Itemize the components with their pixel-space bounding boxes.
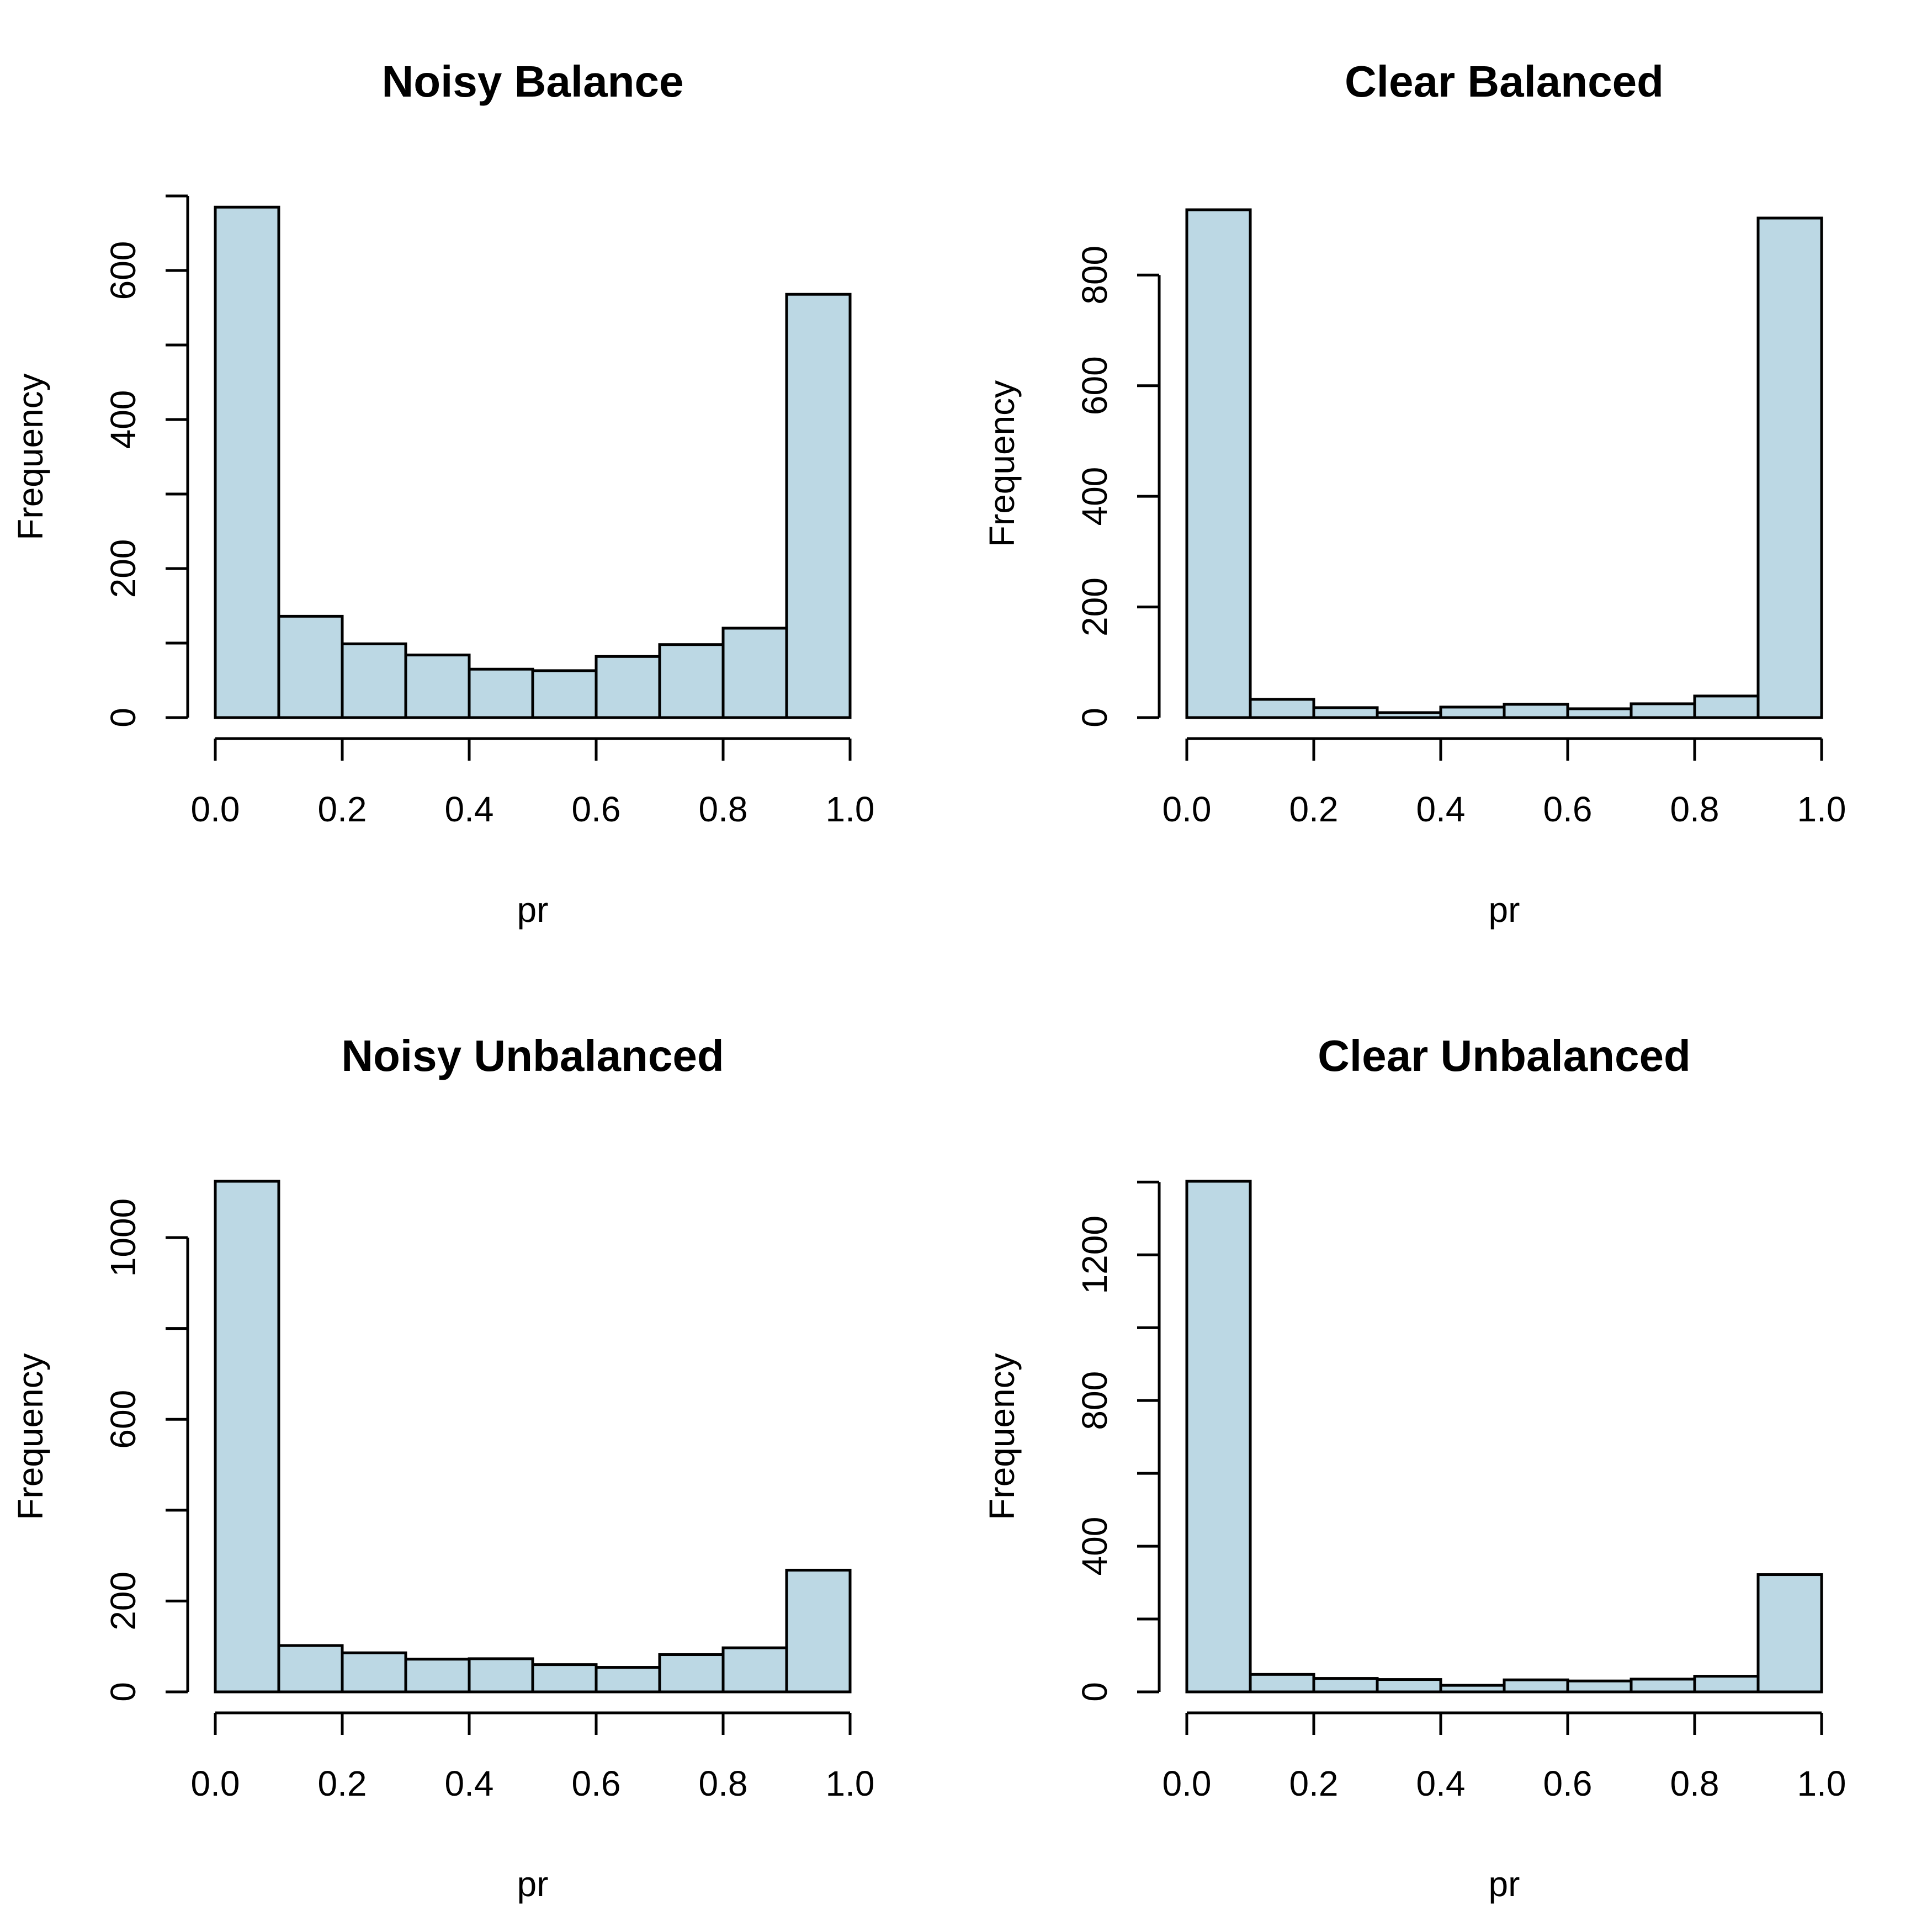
y-tick-label: 0 xyxy=(1075,708,1114,728)
x-tick-label: 0.0 xyxy=(191,1764,240,1803)
y-tick-label: 1000 xyxy=(103,1198,143,1277)
x-tick-label: 0.8 xyxy=(1670,1764,1719,1803)
chart-title: Noisy Balance xyxy=(382,57,684,106)
x-axis-label: pr xyxy=(1489,890,1520,930)
histogram-bar xyxy=(658,1653,725,1694)
histogram-bar xyxy=(1312,706,1379,719)
y-tick-label: 600 xyxy=(1075,356,1114,415)
histogram-bar xyxy=(595,1666,661,1694)
histogram-bar xyxy=(341,1651,407,1694)
histogram-bar xyxy=(404,1658,471,1694)
x-tick-label: 0.4 xyxy=(445,789,494,829)
histogram-bar xyxy=(1630,1678,1696,1694)
histogram-bar xyxy=(404,654,471,719)
histogram-bar xyxy=(785,1568,852,1694)
y-tick-label: 600 xyxy=(103,241,143,300)
x-axis-label: pr xyxy=(517,890,549,930)
histogram-bar xyxy=(1756,1573,1823,1694)
x-tick-label: 0.6 xyxy=(1543,789,1593,829)
histogram-bar xyxy=(1249,1673,1315,1694)
y-tick-label: 200 xyxy=(103,539,143,598)
histogram-bar xyxy=(1693,694,1760,719)
x-tick-label: 0.0 xyxy=(1163,1764,1212,1803)
x-tick-label: 0.0 xyxy=(1163,789,1212,829)
x-tick-label: 0.4 xyxy=(1416,789,1466,829)
x-tick-label: 0.2 xyxy=(1289,789,1339,829)
histogram-bar xyxy=(531,1663,598,1694)
histogram-bar xyxy=(595,655,661,719)
y-axis-label: Frequency xyxy=(982,1353,1022,1520)
histogram-bar xyxy=(468,1657,534,1694)
x-tick-label: 0.2 xyxy=(318,1764,367,1803)
x-axis-label: pr xyxy=(517,1864,549,1904)
x-tick-label: 0.4 xyxy=(445,1764,494,1803)
histogram-bar xyxy=(1503,1678,1569,1694)
histogram-bar xyxy=(1439,1684,1506,1694)
histogram-bar xyxy=(1376,1678,1442,1694)
histogram-bar xyxy=(277,614,344,719)
y-tick-label: 400 xyxy=(103,390,143,449)
y-axis-label: Frequency xyxy=(10,373,50,540)
y-tick-label: 800 xyxy=(1075,246,1114,305)
x-tick-label: 0.0 xyxy=(191,789,240,829)
y-tick-label: 600 xyxy=(103,1390,143,1449)
y-tick-label: 0 xyxy=(103,1682,143,1702)
x-tick-label: 1.0 xyxy=(1797,1764,1846,1803)
histogram-bar xyxy=(1439,705,1506,719)
histogram-bar xyxy=(214,1180,280,1694)
y-tick-label: 200 xyxy=(103,1572,143,1631)
y-tick-label: 200 xyxy=(1075,577,1114,636)
histogram-bar xyxy=(1756,216,1823,719)
histogram-bar xyxy=(1503,703,1569,719)
x-axis-label: pr xyxy=(1489,1864,1520,1904)
y-tick-label: 400 xyxy=(1075,1517,1114,1576)
x-tick-label: 1.0 xyxy=(826,1764,875,1803)
x-tick-label: 0.8 xyxy=(699,1764,748,1803)
chart-title: Clear Balanced xyxy=(1345,57,1664,106)
y-tick-label: 1200 xyxy=(1075,1216,1114,1294)
x-tick-label: 1.0 xyxy=(826,789,875,829)
histogram-bar xyxy=(1312,1677,1379,1694)
x-tick-label: 0.2 xyxy=(318,789,367,829)
x-tick-label: 0.8 xyxy=(1670,789,1719,829)
y-tick-label: 400 xyxy=(1075,467,1114,526)
histogram-bar xyxy=(785,293,852,719)
histogram-bar xyxy=(1185,1180,1252,1694)
histogram-bar xyxy=(341,642,407,719)
histogram-bar xyxy=(1249,698,1315,719)
histogram-bar xyxy=(1185,208,1252,719)
x-tick-label: 0.4 xyxy=(1416,1764,1466,1803)
y-axis-label: Frequency xyxy=(10,1353,50,1520)
histogram-bar xyxy=(1693,1675,1760,1694)
histogram-bar xyxy=(658,643,725,719)
chart-title: Noisy Unbalanced xyxy=(341,1031,724,1080)
histogram-bar xyxy=(1376,711,1442,719)
histogram-bar xyxy=(468,667,534,719)
x-tick-label: 0.6 xyxy=(1543,1764,1593,1803)
x-tick-label: 1.0 xyxy=(1797,789,1846,829)
histogram-bar xyxy=(1566,1679,1633,1694)
chart-title: Clear Unbalanced xyxy=(1318,1031,1691,1080)
histogram-bar xyxy=(721,1646,788,1694)
x-tick-label: 0.6 xyxy=(572,789,621,829)
y-tick-label: 0 xyxy=(1075,1682,1114,1702)
histogram-bar xyxy=(1630,702,1696,719)
y-axis-label: Frequency xyxy=(982,380,1022,547)
x-tick-label: 0.8 xyxy=(699,789,748,829)
histogram-bar xyxy=(277,1644,344,1694)
y-tick-label: 800 xyxy=(1075,1371,1114,1430)
histogram-bar xyxy=(721,627,788,719)
histogram-bar xyxy=(531,669,598,719)
histogram-bar xyxy=(214,205,280,719)
x-tick-label: 0.6 xyxy=(572,1764,621,1803)
y-tick-label: 0 xyxy=(103,708,143,728)
histogram-bar xyxy=(1566,707,1633,719)
x-tick-label: 0.2 xyxy=(1289,1764,1339,1803)
